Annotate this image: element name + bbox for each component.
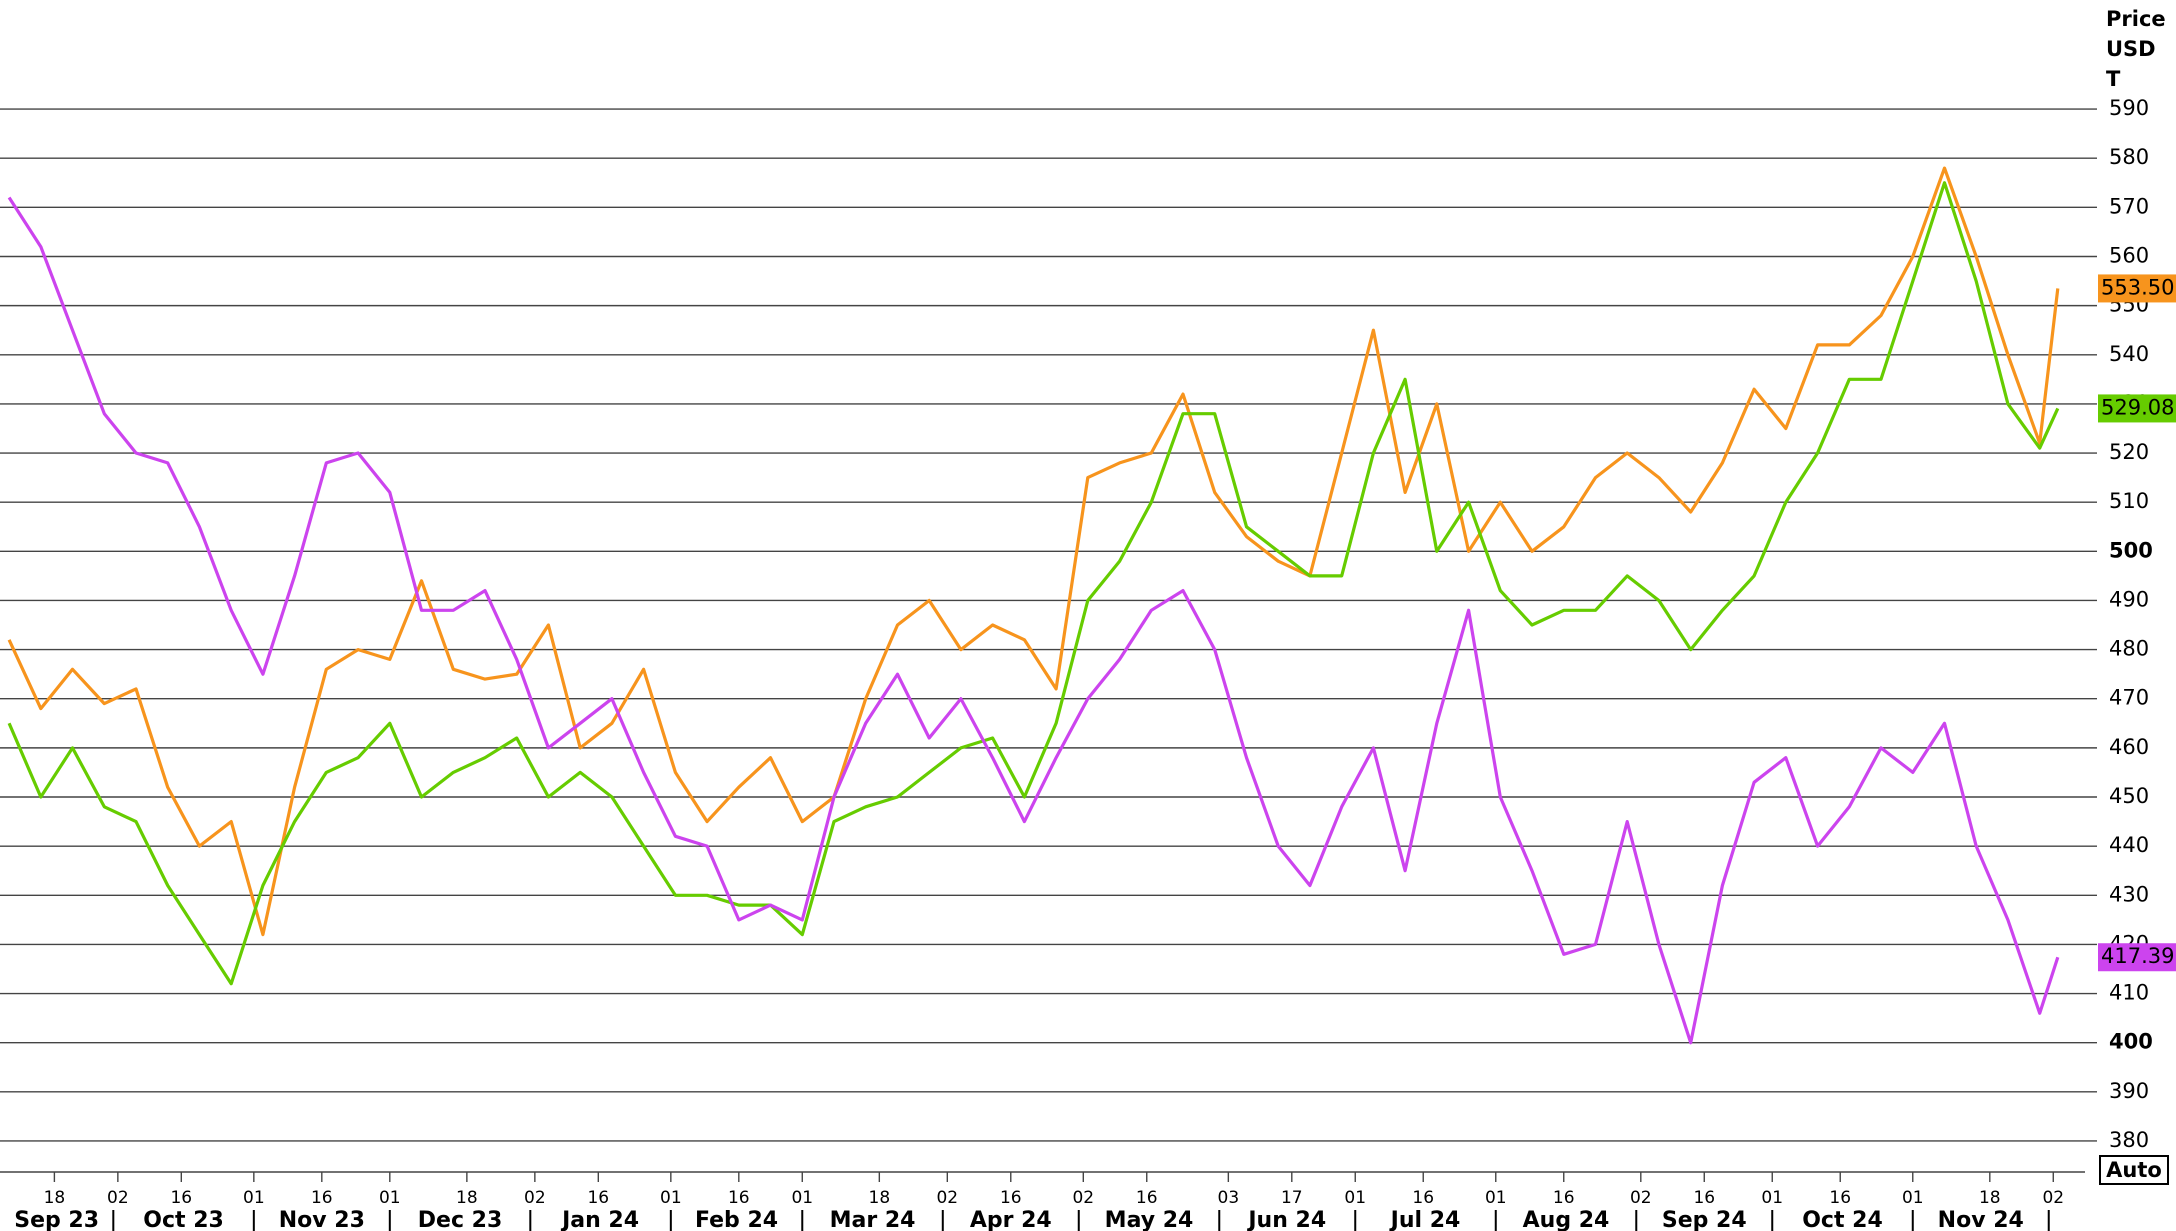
month-label: Sep 24 bbox=[1662, 1208, 1747, 1231]
x-tick-label: 01 bbox=[1902, 1188, 1924, 1208]
x-tick-label: 01 bbox=[791, 1188, 813, 1208]
x-tick-label: 16 bbox=[1136, 1188, 1158, 1208]
x-tick-label: 16 bbox=[587, 1188, 609, 1208]
auto-button-label[interactable]: Auto bbox=[2106, 1158, 2162, 1182]
month-label: Sep 23 bbox=[14, 1208, 99, 1231]
x-tick-label: 02 bbox=[107, 1188, 129, 1208]
series-line bbox=[7, 196, 2060, 1045]
x-tick-label: 16 bbox=[1412, 1188, 1434, 1208]
month-label: Nov 24 bbox=[1938, 1208, 2024, 1231]
x-tick-label: 16 bbox=[311, 1188, 333, 1208]
y-tick-label: 490 bbox=[2109, 587, 2149, 611]
y-tick-label: 400 bbox=[2109, 1030, 2153, 1054]
x-tick-label: 02 bbox=[936, 1188, 958, 1208]
x-tick-label: 02 bbox=[1630, 1188, 1652, 1208]
y-tick-label: 410 bbox=[2109, 981, 2149, 1005]
x-tick-label: 18 bbox=[44, 1188, 66, 1208]
x-tick-label: 01 bbox=[1344, 1188, 1366, 1208]
x-tick-label: 18 bbox=[1979, 1188, 2001, 1208]
last-value-box bbox=[2098, 274, 2176, 303]
x-tick-label: 17 bbox=[1281, 1188, 1303, 1208]
y-axis-title-line: USD bbox=[2106, 37, 2156, 61]
y-tick-label: 540 bbox=[2109, 342, 2149, 366]
y-tick-label: 510 bbox=[2109, 489, 2149, 513]
last-value-label: 417.39 bbox=[2101, 944, 2174, 968]
y-tick-label: 580 bbox=[2109, 145, 2149, 169]
y-tick-label: 460 bbox=[2109, 735, 2149, 759]
x-tick-label: 18 bbox=[456, 1188, 478, 1208]
month-label: Jun 24 bbox=[1246, 1208, 1326, 1231]
x-tick-label: 01 bbox=[1485, 1188, 1507, 1208]
y-tick-label: 520 bbox=[2109, 440, 2149, 464]
series-line bbox=[7, 166, 2060, 937]
month-label: May 24 bbox=[1105, 1208, 1194, 1231]
month-label: Jan 24 bbox=[560, 1208, 639, 1231]
month-label: Dec 23 bbox=[418, 1208, 503, 1231]
auto-button[interactable] bbox=[2099, 1155, 2169, 1185]
x-tick-label: 16 bbox=[728, 1188, 750, 1208]
y-tick-label: 390 bbox=[2109, 1079, 2149, 1103]
month-label: Feb 24 bbox=[695, 1208, 778, 1231]
last-value-label: 529.08 bbox=[2101, 395, 2174, 419]
y-tick-label: 590 bbox=[2109, 96, 2149, 120]
y-axis-title: Price USD T bbox=[2106, 7, 2166, 91]
last-value-box bbox=[2098, 943, 2176, 972]
y-axis-title-line: Price bbox=[2106, 7, 2166, 31]
x-tick-label: 01 bbox=[379, 1188, 401, 1208]
x-tick-label: 18 bbox=[869, 1188, 891, 1208]
x-tick-label: 01 bbox=[1761, 1188, 1783, 1208]
y-tick-label: 450 bbox=[2109, 784, 2149, 808]
x-tick-label: 16 bbox=[1829, 1188, 1851, 1208]
y-axis-title-line: T bbox=[2106, 67, 2121, 91]
month-label: Oct 24 bbox=[1802, 1208, 1883, 1231]
x-tick-label: 01 bbox=[660, 1188, 682, 1208]
last-value-label: 553.50 bbox=[2101, 275, 2174, 299]
last-value-box bbox=[2098, 394, 2176, 423]
x-tick-label: 16 bbox=[1693, 1188, 1715, 1208]
month-label: Aug 24 bbox=[1523, 1208, 1610, 1231]
month-label: Oct 23 bbox=[143, 1208, 224, 1231]
month-label: Apr 24 bbox=[970, 1208, 1052, 1231]
month-label: Mar 24 bbox=[830, 1208, 916, 1231]
x-tick-label: 02 bbox=[1072, 1188, 1094, 1208]
y-tick-label: 560 bbox=[2109, 243, 2149, 267]
y-tick-label: 480 bbox=[2109, 637, 2149, 661]
x-tick-label: 01 bbox=[243, 1188, 265, 1208]
x-tick-label: 02 bbox=[2042, 1188, 2064, 1208]
x-tick-label: 16 bbox=[170, 1188, 192, 1208]
month-label: Nov 23 bbox=[279, 1208, 365, 1231]
x-tick-label: 03 bbox=[1218, 1188, 1240, 1208]
y-tick-label: 500 bbox=[2109, 538, 2153, 562]
y-tick-label: 470 bbox=[2109, 686, 2149, 710]
x-tick-label: 02 bbox=[524, 1188, 546, 1208]
x-tick-label: 16 bbox=[1553, 1188, 1575, 1208]
y-tick-label: 570 bbox=[2109, 194, 2149, 218]
x-tick-label: 16 bbox=[1000, 1188, 1022, 1208]
month-label: Jul 24 bbox=[1389, 1208, 1461, 1231]
y-tick-label: 380 bbox=[2109, 1128, 2149, 1152]
y-tick-label: 430 bbox=[2109, 882, 2149, 906]
series-line bbox=[7, 181, 2060, 986]
y-tick-label: 440 bbox=[2109, 833, 2149, 857]
